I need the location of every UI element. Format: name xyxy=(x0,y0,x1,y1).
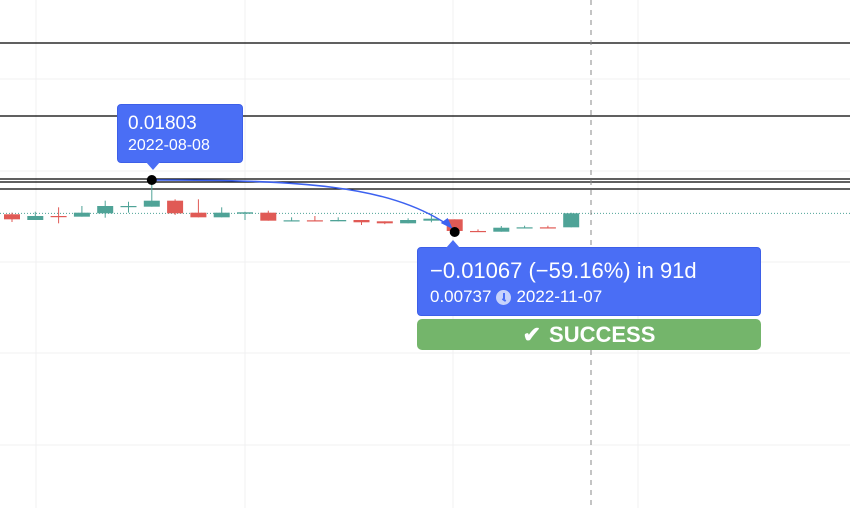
measure-arrow[interactable] xyxy=(151,179,448,225)
candle-body xyxy=(306,220,323,222)
candle-up xyxy=(27,211,44,220)
candle-body xyxy=(4,214,20,220)
candle-up xyxy=(400,218,417,224)
candle-body xyxy=(376,221,393,224)
candle-down xyxy=(190,199,207,218)
candle-body xyxy=(73,212,90,217)
candle-down xyxy=(353,220,370,225)
candle-body xyxy=(27,216,44,220)
status-text: SUCCESS xyxy=(549,321,656,347)
candles xyxy=(4,180,580,233)
candle-body xyxy=(516,227,533,229)
candle-up xyxy=(73,206,90,217)
candle-down xyxy=(50,207,67,224)
candle-body xyxy=(330,220,347,222)
candle-body xyxy=(260,212,277,221)
start-date: 2022-08-08 xyxy=(128,137,210,154)
candle-body xyxy=(400,220,417,224)
candle-up xyxy=(330,217,347,222)
candle-down xyxy=(470,229,486,233)
candle-body xyxy=(120,206,137,208)
candle-down xyxy=(260,210,277,221)
candle-down xyxy=(306,216,323,222)
candle-up xyxy=(97,200,114,218)
start-price: 0.01803 xyxy=(128,113,197,134)
candle-up xyxy=(283,217,300,222)
candle-down xyxy=(376,221,393,225)
start-point-handle[interactable] xyxy=(146,175,157,185)
candle-body xyxy=(190,212,207,218)
candle-down xyxy=(167,199,184,215)
candle-up xyxy=(237,211,253,220)
start-price-label: 0.01803 2022-08-08 xyxy=(117,104,243,170)
candle-up xyxy=(563,212,580,228)
candle-body xyxy=(143,200,160,207)
end-point-handle[interactable] xyxy=(449,227,460,237)
candle-body xyxy=(237,212,253,214)
candle-body xyxy=(283,220,300,222)
status-badge: ✔ SUCCESS xyxy=(417,319,761,350)
arrow-head xyxy=(440,218,453,229)
candle-body xyxy=(97,206,114,214)
candle-up xyxy=(213,207,230,218)
candle-body xyxy=(353,220,370,223)
candle-up xyxy=(493,226,510,232)
candle-body xyxy=(493,227,510,232)
candle-body xyxy=(470,230,486,233)
price-change: −0.01067 (−59.16%) in 91d xyxy=(430,258,697,283)
candle-down xyxy=(4,212,20,222)
measure-result-label: −0.01067 (−59.16%) in 91d 0.00737 2022-1… xyxy=(417,240,761,316)
candle-body xyxy=(167,200,184,214)
candle-body xyxy=(563,213,580,228)
check-icon: ✔ xyxy=(522,321,542,347)
candle-up xyxy=(120,201,137,213)
clock-icon xyxy=(496,289,512,305)
candle-body xyxy=(423,218,440,221)
candle-down xyxy=(539,225,556,229)
candle-body xyxy=(213,212,230,218)
end-price: 0.00737 xyxy=(430,287,492,306)
candle-body xyxy=(539,227,556,229)
candle-body xyxy=(446,219,463,231)
candle-body xyxy=(50,216,67,218)
candle-up xyxy=(516,225,533,229)
end-date: 2022-11-07 xyxy=(516,287,603,306)
